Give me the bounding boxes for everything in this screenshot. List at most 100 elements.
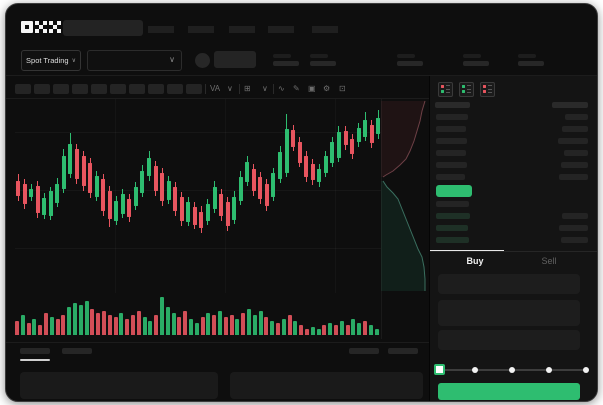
volume-bar xyxy=(38,325,43,335)
pair-selector-dropdown[interactable]: ∨ xyxy=(87,50,182,71)
ask-price[interactable] xyxy=(436,138,467,144)
slider-stop[interactable] xyxy=(546,367,552,373)
candle xyxy=(179,197,184,221)
bid-price[interactable] xyxy=(436,237,469,243)
camera-icon[interactable]: ▣ xyxy=(308,84,316,93)
nav-item-2[interactable] xyxy=(229,26,255,33)
timeframe-button-5[interactable] xyxy=(110,84,126,94)
ask-price[interactable] xyxy=(436,126,466,132)
candle xyxy=(356,128,361,142)
slider-stop[interactable] xyxy=(509,367,515,373)
pair-info-button[interactable] xyxy=(214,51,256,68)
ask-price[interactable] xyxy=(436,114,468,120)
slider-stop[interactable] xyxy=(472,367,478,373)
draw-pencil-icon[interactable]: ✎ xyxy=(293,84,300,93)
timeframe-button-4[interactable] xyxy=(91,84,107,94)
divider xyxy=(430,251,597,252)
orders-tab-0[interactable] xyxy=(20,348,50,354)
stat-value xyxy=(518,61,544,66)
okx-logo[interactable] xyxy=(21,19,61,35)
buy-submit-button[interactable] xyxy=(438,383,580,400)
settings-gear-icon[interactable]: ⚙ xyxy=(323,84,331,93)
bid-amount xyxy=(562,213,588,219)
line-wave-icon[interactable]: ∿ xyxy=(278,84,285,93)
volume-bar xyxy=(357,323,362,335)
candle xyxy=(205,204,210,221)
orders-tab-2[interactable] xyxy=(349,348,379,354)
chart-style-icon[interactable]: ⊞ xyxy=(244,84,251,93)
candle xyxy=(133,187,138,206)
candle xyxy=(81,156,86,186)
price-field[interactable] xyxy=(438,274,580,294)
fullscreen-icon[interactable]: ⊡ xyxy=(339,84,346,93)
nav-item-3[interactable] xyxy=(268,26,294,33)
nav-item-1[interactable] xyxy=(188,26,214,33)
stat-label xyxy=(518,54,536,58)
volume-bar xyxy=(264,317,269,335)
timeframe-button-3[interactable] xyxy=(72,84,88,94)
candlestick-chart[interactable] xyxy=(15,99,381,293)
tab-sell[interactable]: Sell xyxy=(541,256,557,266)
timeframe-button-9[interactable] xyxy=(186,84,202,94)
last-price-badge[interactable] xyxy=(436,185,472,197)
ask-amount xyxy=(558,138,588,144)
ask-price[interactable] xyxy=(436,150,466,156)
volume-bar xyxy=(287,315,292,335)
tab-buy[interactable]: Buy xyxy=(466,256,484,266)
indicator-va-icon[interactable]: VA xyxy=(210,84,221,93)
candle xyxy=(22,184,27,204)
amount-field[interactable] xyxy=(438,300,580,326)
candle xyxy=(225,202,230,226)
book-both-icon[interactable] xyxy=(438,82,453,97)
ask-amount xyxy=(561,162,588,168)
ask-price[interactable] xyxy=(436,174,465,180)
bid-price[interactable] xyxy=(436,225,468,231)
slider-stop[interactable] xyxy=(583,367,589,373)
volume-bar xyxy=(299,325,304,335)
nav-item-4[interactable] xyxy=(312,26,338,33)
volume-bar xyxy=(189,319,193,335)
chevron-down-icon[interactable]: ∨ xyxy=(262,84,268,93)
chevron-down-icon[interactable]: ∨ xyxy=(227,84,233,93)
chevron-down-icon: ∨ xyxy=(71,58,76,64)
ask-amount xyxy=(565,114,588,120)
volume-bar xyxy=(136,311,141,335)
volume-bar xyxy=(293,321,298,335)
gridline xyxy=(15,248,381,249)
candle xyxy=(350,139,355,154)
timeframe-button-2[interactable] xyxy=(53,84,69,94)
ask-amount xyxy=(562,126,588,132)
timeframe-button-1[interactable] xyxy=(34,84,50,94)
ob-header-amount xyxy=(552,102,588,108)
book-asks-icon[interactable] xyxy=(480,82,495,97)
volume-bar xyxy=(165,307,170,335)
timeframe-button-8[interactable] xyxy=(167,84,183,94)
ln xyxy=(467,92,471,93)
depth-chart[interactable] xyxy=(381,99,429,293)
divider xyxy=(205,84,206,94)
bid-price[interactable] xyxy=(436,213,470,219)
timeframe-button-6[interactable] xyxy=(129,84,145,94)
volume-bar xyxy=(49,317,54,335)
spot-trading-button[interactable]: Spot Trading ∨ xyxy=(21,50,81,71)
orders-tab-3[interactable] xyxy=(388,348,418,354)
total-field[interactable] xyxy=(438,330,580,350)
search-input[interactable] xyxy=(63,20,143,36)
candle xyxy=(94,176,99,197)
book-bids-icon[interactable] xyxy=(459,82,474,97)
volume-bar xyxy=(119,313,124,335)
spot-trading-label: Spot Trading xyxy=(26,56,69,65)
amount-slider-handle[interactable] xyxy=(434,364,445,375)
volume-bar xyxy=(26,323,31,335)
ask-price[interactable] xyxy=(436,162,467,168)
blk xyxy=(441,85,444,88)
orders-tab-1[interactable] xyxy=(62,348,92,354)
bid-price[interactable] xyxy=(436,201,469,207)
timeframe-button-7[interactable] xyxy=(148,84,164,94)
volume-bar xyxy=(61,315,66,335)
ask-amount xyxy=(559,174,588,180)
timeframe-button-0[interactable] xyxy=(15,84,31,94)
volume-bar xyxy=(78,305,83,335)
nav-item-0[interactable] xyxy=(148,26,174,33)
ln xyxy=(446,92,450,93)
